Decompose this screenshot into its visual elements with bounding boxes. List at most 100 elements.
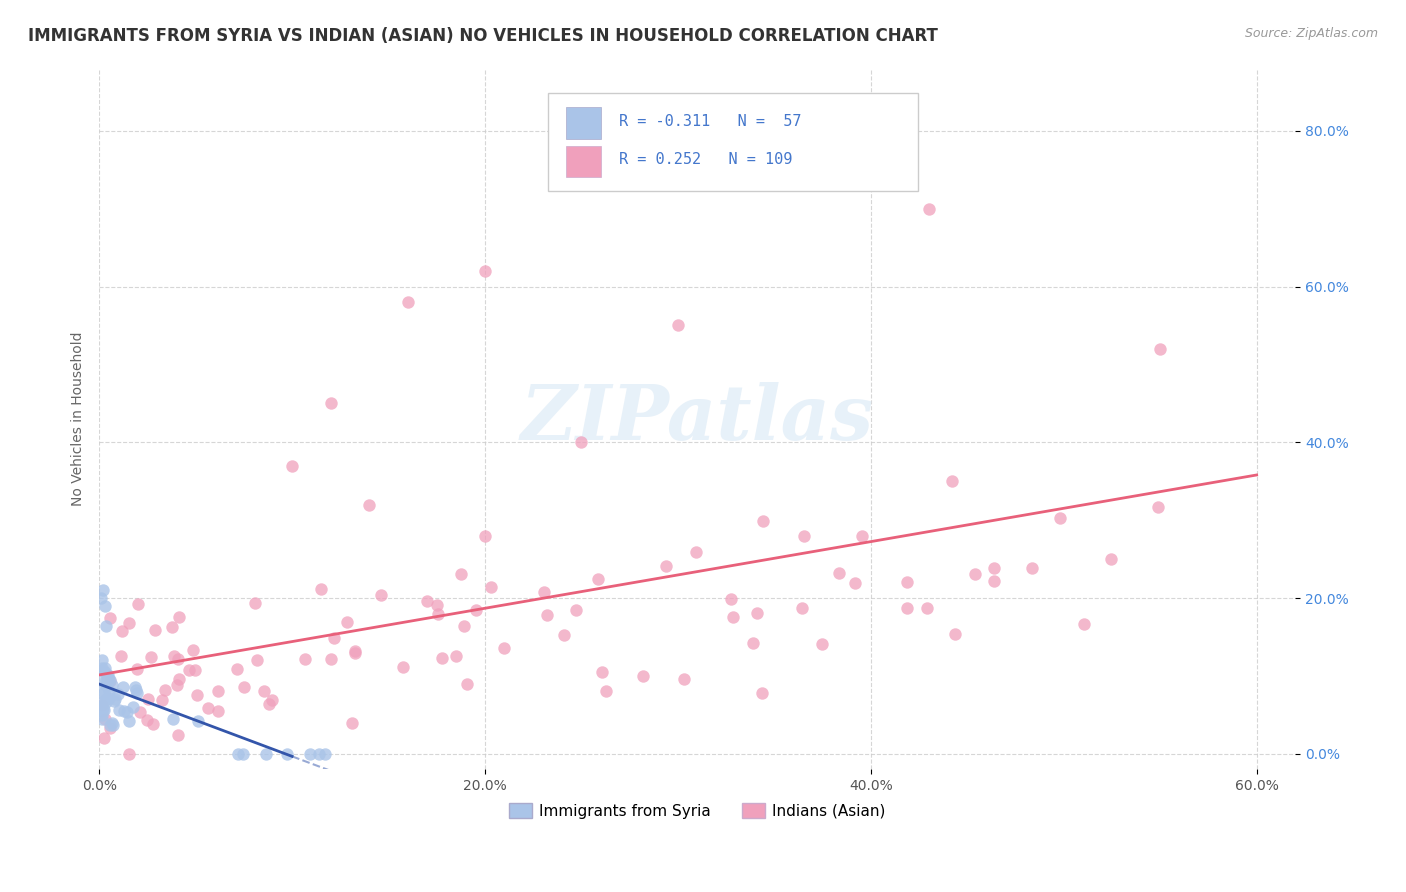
Point [177,664,200,678]
Point [1099,552,1122,566]
Point [416,593,439,607]
Point [456,677,478,691]
Point [586,572,609,586]
Point [108,703,131,717]
Point [983,574,1005,588]
Point [564,603,586,617]
Point [207,683,229,698]
Legend: Immigrants from Syria, Indians (Asian): Immigrants from Syria, Indians (Asian) [503,797,891,825]
Point [896,575,918,590]
Point [720,591,742,606]
Point [963,566,986,581]
Point [370,589,392,603]
Point [741,636,763,650]
Point [160,620,183,634]
Point [136,692,159,706]
Point [142,716,165,731]
Point [281,458,304,473]
Point [101,716,124,731]
Point [107,687,129,701]
Point [492,640,515,655]
Point [183,664,205,678]
Point [112,704,135,718]
Y-axis label: No Vehicles in Household: No Vehicles in Household [72,332,86,506]
Point [103,718,125,732]
Point [260,693,283,707]
FancyBboxPatch shape [548,93,918,191]
Point [143,623,166,637]
Point [309,582,332,596]
Point [90,698,112,713]
Point [93,731,115,745]
Point [125,662,148,676]
Point [94,712,117,726]
Point [226,747,249,761]
Point [896,601,918,615]
Point [96,673,118,688]
Point [479,580,502,594]
Point [121,700,143,714]
Point [821,139,844,153]
Point [792,601,814,615]
Point [232,747,254,761]
Text: R = -0.311   N =  57: R = -0.311 N = 57 [620,113,801,128]
Point [118,747,141,761]
Point [1073,617,1095,632]
Point [533,585,555,599]
Point [110,648,132,663]
Point [94,665,117,679]
Point [90,676,112,690]
Point [666,318,689,333]
Point [100,678,122,692]
Point [91,700,114,714]
Point [631,669,654,683]
Point [308,747,330,761]
Point [124,680,146,694]
Point [474,264,496,278]
Text: Source: ZipAtlas.com: Source: ZipAtlas.com [1244,27,1378,40]
Point [118,714,141,728]
Point [187,714,209,728]
Point [745,607,768,621]
Point [464,603,486,617]
Point [104,691,127,706]
Point [233,681,256,695]
Point [91,653,114,667]
Point [98,718,121,732]
Point [322,631,344,645]
Point [450,567,472,582]
Point [243,596,266,610]
Point [103,694,125,708]
Point [163,648,186,663]
Point [396,295,419,310]
Point [276,747,298,761]
Point [811,637,834,651]
Point [685,545,707,559]
Point [91,712,114,726]
Point [125,686,148,700]
Point [342,715,364,730]
Point [150,693,173,707]
Point [153,682,176,697]
Point [945,626,967,640]
Point [1049,510,1071,524]
Point [90,699,112,714]
Point [90,704,112,718]
Point [752,515,775,529]
Point [167,672,190,686]
Point [100,673,122,687]
Point [97,671,120,685]
Point [167,652,190,666]
Point [90,708,112,723]
Point [98,684,121,698]
FancyBboxPatch shape [565,107,602,138]
Point [90,699,112,714]
Point [96,669,118,683]
Point [181,643,204,657]
Point [474,529,496,543]
Point [851,529,873,543]
Point [129,705,152,719]
Point [125,682,148,697]
Point [91,687,114,701]
Point [118,616,141,631]
